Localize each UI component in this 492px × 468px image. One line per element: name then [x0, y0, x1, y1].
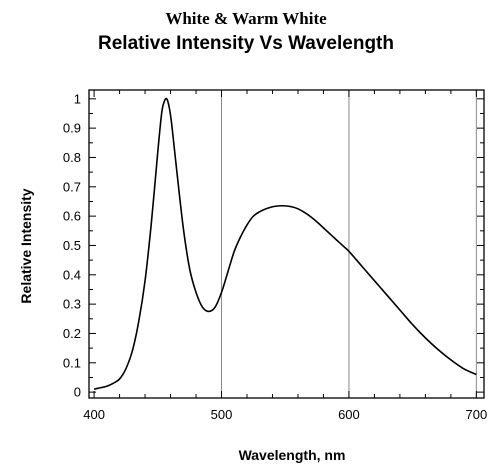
- y-tick-label: 0: [74, 385, 81, 400]
- chart-subtitle: Relative Intensity Vs Wavelength: [98, 33, 394, 54]
- y-tick-label: 0.9: [63, 121, 81, 136]
- y-tick-label: 0.3: [63, 297, 81, 312]
- x-tick-labels: 400 500 600 700: [83, 407, 487, 422]
- y-tick-label: 0.5: [63, 238, 81, 253]
- series-line: [93, 97, 477, 390]
- chart-title: White & Warm White: [165, 9, 327, 28]
- tick-marks: [89, 90, 484, 398]
- y-axis-label: Relative Intensity: [18, 188, 34, 303]
- y-tick-labels: 0 0.1 0.2 0.3 0.4 0.5 0.6 0.7 0.8 0.9 1: [63, 91, 81, 399]
- y-tick-label: 0.1: [63, 355, 81, 370]
- x-axis-label: Wavelength, nm: [239, 447, 346, 463]
- y-tick-label: 0.2: [63, 326, 81, 341]
- x-tick-label: 500: [211, 407, 233, 422]
- plot-frame: [88, 89, 485, 399]
- y-tick-label: 0.7: [63, 179, 81, 194]
- x-tick-label: 700: [466, 407, 488, 422]
- grid-lines: [221, 90, 477, 398]
- y-tick-label: 0.8: [63, 150, 81, 165]
- y-tick-label: 0.4: [63, 267, 81, 282]
- y-tick-label: 0.6: [63, 209, 81, 224]
- x-tick-label: 600: [338, 407, 360, 422]
- y-tick-label: 1: [74, 91, 81, 106]
- x-tick-label: 400: [83, 407, 105, 422]
